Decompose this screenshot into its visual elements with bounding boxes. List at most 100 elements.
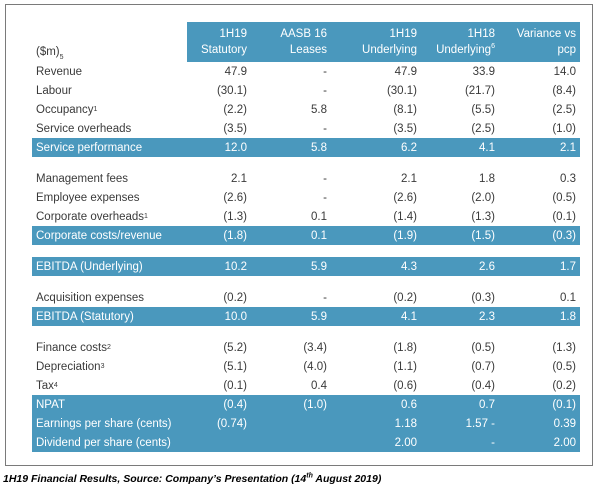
table-cell: (1.0) bbox=[303, 398, 327, 411]
table-cell: (8.4) bbox=[552, 84, 576, 97]
table-row: Depreciation 3 (5.1) (4.0) (1.1) (0.7) (0.5) bbox=[32, 357, 580, 376]
table-cell: (8.1) bbox=[393, 103, 417, 116]
table-cell: - bbox=[323, 191, 327, 204]
row-label: Dividend per share (cents) bbox=[36, 436, 171, 449]
table-cell: - bbox=[323, 122, 327, 135]
table-cell: (5.5) bbox=[471, 103, 495, 116]
table-row: Employee expenses (2.6) - (2.6) (2.0) (0.5) bbox=[32, 188, 580, 207]
table-cell: (2.2) bbox=[223, 103, 247, 116]
table-cell: 6.2 bbox=[401, 141, 417, 154]
table-cell: 0.7 bbox=[479, 398, 495, 411]
table-cell: 2.00 bbox=[394, 436, 417, 449]
table-row: Corporate overheads 1 (1.3) 0.1 (1.4) (1.3) (0… bbox=[32, 207, 580, 226]
table-row: Tax 4 (0.1) 0.4 (0.6) (0.4) (0.2) bbox=[32, 376, 580, 395]
table-cell: (0.4) bbox=[471, 379, 495, 392]
table-cell: (1.4) bbox=[393, 210, 417, 223]
table-row-highlighted: NPAT (0.4) (1.0) 0.6 0.7 (0.1) bbox=[32, 395, 580, 414]
table-cell: (1.3) bbox=[552, 341, 576, 354]
table-row-highlighted: Dividend per share (cents) 2.00 - 2.00 bbox=[32, 433, 580, 452]
table-cell: 4.3 bbox=[401, 260, 417, 273]
table-cell: (1.1) bbox=[393, 360, 417, 373]
table-cell: (0.7) bbox=[471, 360, 495, 373]
table-cell: 10.0 bbox=[224, 310, 247, 323]
table-cell: 5.8 bbox=[311, 103, 327, 116]
table-cell: (1.0) bbox=[552, 122, 576, 135]
header-1h18-underlying: 1H18 Underlying6 bbox=[436, 28, 495, 56]
table-cell: 0.39 bbox=[553, 417, 576, 430]
header-1h19-statutory: 1H19 Statutory bbox=[200, 28, 247, 56]
table-cell: (0.74) bbox=[216, 417, 247, 430]
table-cell: 4.1 bbox=[401, 310, 417, 323]
figure-caption: 1H19 Financial Results, Source: Company’… bbox=[3, 472, 382, 486]
table-cell: 1.8 bbox=[560, 310, 576, 323]
table-cell: (0.2) bbox=[552, 379, 576, 392]
table-cell: 1.7 bbox=[560, 260, 576, 273]
table-row-highlighted: EBITDA (Underlying) 10.2 5.9 4.3 2.6 1.7 bbox=[32, 257, 580, 276]
row-spacer bbox=[32, 326, 580, 338]
table-cell: (0.1) bbox=[552, 398, 576, 411]
row-label: Depreciation 3 bbox=[36, 360, 105, 373]
unit-label: ($m) 5 bbox=[32, 22, 187, 62]
table-cell: (0.6) bbox=[393, 379, 417, 392]
row-label: EBITDA (Statutory) bbox=[36, 310, 134, 323]
table-cell: (2.5) bbox=[552, 103, 576, 116]
row-label: Service performance bbox=[36, 141, 143, 154]
table-row: Management fees 2.1 - 2.1 1.8 0.3 bbox=[32, 169, 580, 188]
table-cell: (2.6) bbox=[223, 191, 247, 204]
row-label: NPAT bbox=[36, 398, 65, 411]
row-label: Employee expenses bbox=[36, 191, 140, 204]
header-1h19-underlying: 1H19 Underlying bbox=[362, 28, 417, 56]
table-cell: 1.57 - bbox=[465, 417, 495, 430]
row-label: Occupancy 1 bbox=[36, 103, 98, 116]
table-cell: (5.1) bbox=[223, 360, 247, 373]
table-row: Acquisition expenses (0.2) - (0.2) (0.3) 0.1 bbox=[32, 288, 580, 307]
table-cell: 12.0 bbox=[224, 141, 247, 154]
table-cell: 2.3 bbox=[479, 310, 495, 323]
row-label: Service overheads bbox=[36, 122, 132, 135]
table-cell: (3.4) bbox=[303, 341, 327, 354]
table-cell: (0.3) bbox=[552, 229, 576, 242]
table-cell: (0.5) bbox=[552, 191, 576, 204]
row-label: Tax 4 bbox=[36, 379, 58, 392]
table-cell: (2.5) bbox=[471, 122, 495, 135]
table-cell: 5.9 bbox=[311, 260, 327, 273]
table-row: Occupancy 1 (2.2) 5.8 (8.1) (5.5) (2.5) bbox=[32, 100, 580, 119]
table-cell: 5.9 bbox=[311, 310, 327, 323]
table-cell: - bbox=[323, 172, 327, 185]
table-header-row: ($m) 5 1H19 Statutory AASB 16 Leases 1H19… bbox=[32, 22, 580, 62]
table-row-highlighted: Corporate costs/revenue (1.8) 0.1 (1.9) (1.5… bbox=[32, 226, 580, 245]
table-cell: (2.0) bbox=[471, 191, 495, 204]
row-label: EBITDA (Underlying) bbox=[36, 260, 143, 273]
table-cell: 0.1 bbox=[560, 291, 576, 304]
table-cell: (0.2) bbox=[393, 291, 417, 304]
row-label: Revenue bbox=[36, 65, 83, 78]
table-row-highlighted: EBITDA (Statutory) 10.0 5.9 4.1 2.3 1.8 bbox=[32, 307, 580, 326]
table-cell: (1.3) bbox=[471, 210, 495, 223]
table-cell: (1.9) bbox=[393, 229, 417, 242]
table-cell: - bbox=[323, 291, 327, 304]
row-label: Earnings per share (cents) bbox=[36, 417, 172, 430]
table-cell: (1.3) bbox=[223, 210, 247, 223]
table-cell: - bbox=[323, 84, 327, 97]
table-row-highlighted: Service performance 12.0 5.8 6.2 4.1 2.1 bbox=[32, 138, 580, 157]
table-row: Labour (30.1) - (30.1) (21.7) (8.4) bbox=[32, 81, 580, 100]
table-cell: 10.2 bbox=[224, 260, 247, 273]
table-cell: (3.5) bbox=[223, 122, 247, 135]
table-cell: 0.4 bbox=[311, 379, 327, 392]
table-cell: 1.18 bbox=[394, 417, 417, 430]
table-cell: 0.6 bbox=[401, 398, 417, 411]
row-label: Finance costs 2 bbox=[36, 341, 111, 354]
table-cell: 0.3 bbox=[560, 172, 576, 185]
table-cell: (30.1) bbox=[216, 84, 247, 97]
table-cell: 0.1 bbox=[311, 210, 327, 223]
table-cell: (0.1) bbox=[552, 210, 576, 223]
row-label: Management fees bbox=[36, 172, 129, 185]
table-cell: 2.6 bbox=[479, 260, 495, 273]
table-row: Revenue 47.9 - 47.9 33.9 14.0 bbox=[32, 62, 580, 81]
table-frame: ($m) 5 1H19 Statutory AASB 16 Leases 1H19… bbox=[5, 4, 593, 466]
table-cell: 33.9 bbox=[472, 65, 495, 78]
table-cell: (0.3) bbox=[471, 291, 495, 304]
header-aasb16-leases: AASB 16 Leases bbox=[280, 28, 327, 56]
row-spacer bbox=[32, 157, 580, 169]
table-row-highlighted: Earnings per share (cents) (0.74) 1.18 1.57… bbox=[32, 414, 580, 433]
